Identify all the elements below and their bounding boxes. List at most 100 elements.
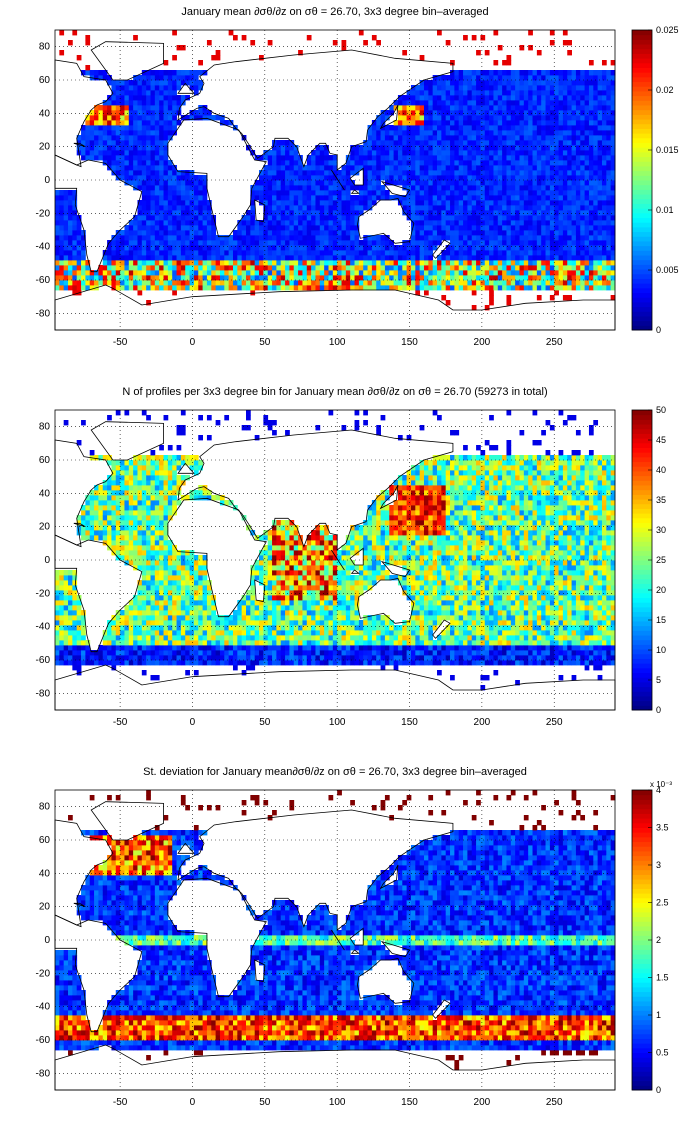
heatmap-cell [129, 555, 134, 560]
heatmap-cell [398, 135, 403, 140]
heatmap-cell [168, 200, 173, 205]
heatmap-cell [233, 265, 238, 270]
heatmap-cell [541, 185, 546, 190]
heatmap-cell [459, 145, 464, 150]
heatmap-cell [159, 170, 164, 175]
heatmap-cell [311, 190, 316, 195]
heatmap-cell [411, 160, 416, 165]
heatmap-cell [137, 465, 142, 470]
heatmap-cell [107, 250, 112, 255]
heatmap-cell [164, 225, 169, 230]
heatmap-cell [563, 295, 568, 300]
heatmap-cell [124, 250, 129, 255]
heatmap-cell [172, 30, 177, 35]
heatmap-cell [411, 135, 416, 140]
heatmap-cell [546, 75, 551, 80]
heatmap-cell [107, 100, 112, 105]
heatmap-cell [107, 500, 112, 505]
heatmap-cell [55, 270, 60, 275]
colorbar-swatch [632, 185, 652, 190]
heatmap-cell [402, 280, 407, 285]
heatmap-cell [328, 175, 333, 180]
heatmap-cell [524, 240, 529, 245]
heatmap-cell [480, 285, 485, 290]
heatmap-cell [324, 255, 329, 260]
heatmap-cell [294, 245, 299, 250]
heatmap-cell [142, 180, 147, 185]
heatmap-cell [472, 280, 477, 285]
heatmap-cell [428, 115, 433, 120]
heatmap-cell [120, 610, 125, 615]
heatmap-cell [342, 250, 347, 255]
heatmap-cell [146, 155, 151, 160]
heatmap-cell [185, 210, 190, 215]
heatmap-cell [446, 285, 451, 290]
heatmap-cell [511, 165, 516, 170]
heatmap-cell [589, 110, 594, 115]
heatmap-cell [515, 105, 520, 110]
heatmap-cell [550, 110, 555, 115]
heatmap-cell [137, 270, 142, 275]
heatmap-cell [554, 275, 559, 280]
heatmap-cell [537, 135, 542, 140]
heatmap-cell [94, 110, 99, 115]
heatmap-cell [194, 200, 199, 205]
heatmap-cell [120, 490, 125, 495]
heatmap-cell [463, 175, 468, 180]
heatmap-cell [168, 210, 173, 215]
heatmap-cell [480, 85, 485, 90]
heatmap-cell [493, 180, 498, 185]
heatmap-cell [350, 280, 355, 285]
heatmap-cell [463, 250, 468, 255]
heatmap-cell [124, 130, 129, 135]
heatmap-cell [372, 170, 377, 175]
heatmap-cell [524, 160, 529, 165]
heatmap-cell [190, 275, 195, 280]
heatmap-cell [55, 195, 60, 200]
heatmap-cell [81, 275, 86, 280]
heatmap-cell [346, 200, 351, 205]
heatmap-cell [424, 85, 429, 90]
heatmap-cell [111, 480, 116, 485]
heatmap-cell [433, 235, 438, 240]
heatmap-cell [172, 180, 177, 185]
heatmap-cell [294, 205, 299, 210]
heatmap-cell [550, 265, 555, 270]
heatmap-cell [598, 225, 603, 230]
heatmap-cell [467, 200, 472, 205]
heatmap-cell [424, 235, 429, 240]
heatmap-cell [489, 265, 494, 270]
heatmap-cell [298, 260, 303, 265]
heatmap-cell [142, 140, 147, 145]
heatmap-cell [59, 575, 64, 580]
heatmap-cell [428, 275, 433, 280]
heatmap-cell [146, 205, 151, 210]
heatmap-cell [198, 200, 203, 205]
heatmap-cell [198, 195, 203, 200]
heatmap-cell [250, 255, 255, 260]
heatmap-cell [480, 115, 485, 120]
heatmap-cell [194, 215, 199, 220]
heatmap-cell [559, 95, 564, 100]
heatmap-cell [572, 215, 577, 220]
heatmap-cell [285, 170, 290, 175]
heatmap-cell [137, 615, 142, 620]
heatmap-cell [381, 160, 386, 165]
heatmap-cell [81, 250, 86, 255]
heatmap-cell [68, 580, 73, 585]
heatmap-cell [272, 160, 277, 165]
heatmap-cell [172, 110, 177, 115]
heatmap-cell [289, 160, 294, 165]
heatmap-cell [111, 150, 116, 155]
heatmap-cell [550, 285, 555, 290]
heatmap-cell [511, 280, 516, 285]
heatmap-cell [129, 635, 134, 640]
heatmap-cell [428, 105, 433, 110]
colorbar-swatch [632, 246, 652, 251]
heatmap-cell [398, 100, 403, 105]
heatmap-cell [142, 165, 147, 170]
heatmap-cell [454, 275, 459, 280]
heatmap-cell [589, 225, 594, 230]
heatmap-cell [259, 255, 264, 260]
heatmap-cell [546, 80, 551, 85]
